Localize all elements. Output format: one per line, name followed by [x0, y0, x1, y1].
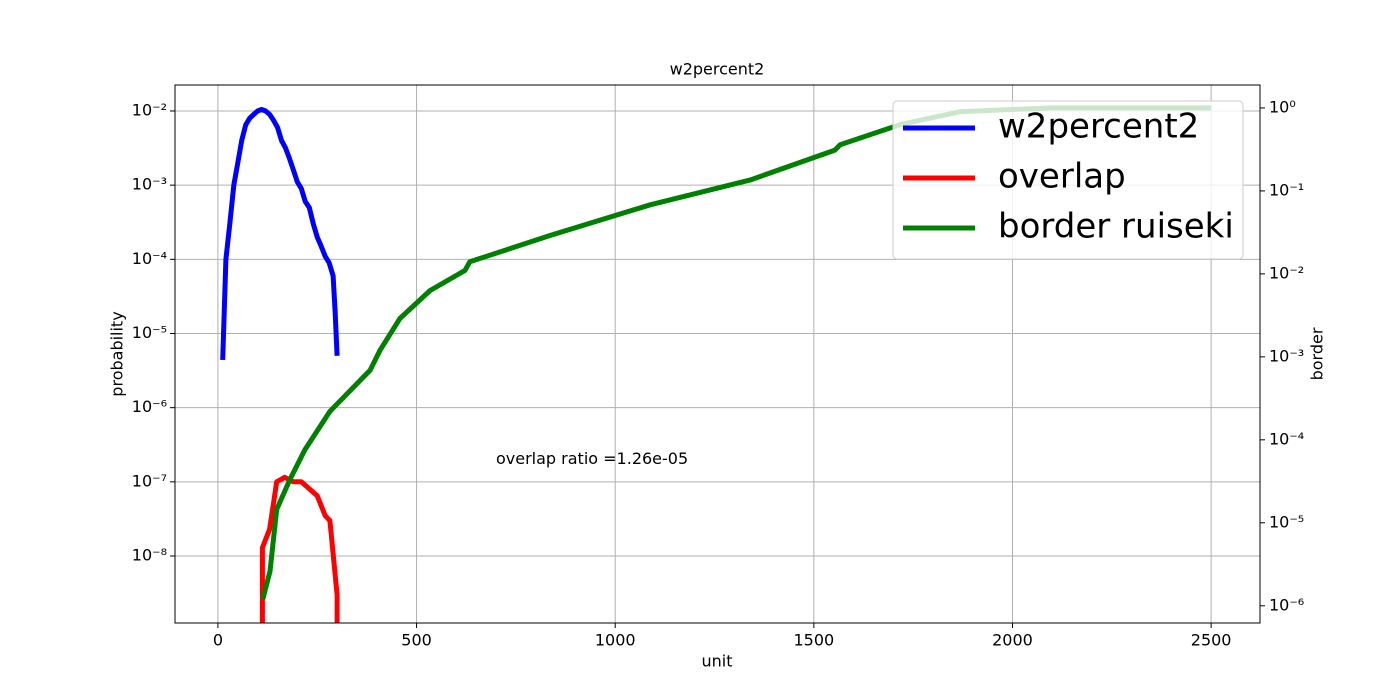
y-tick-label: 10⁻³	[132, 175, 167, 194]
x-tick-label: 500	[401, 631, 432, 650]
x-axis-label: unit	[702, 652, 733, 671]
y-tick-label: 10⁻⁵	[132, 323, 167, 342]
y-tick-label: 10⁻⁴	[132, 249, 167, 268]
y2-tick-label: 10⁻¹	[1269, 180, 1304, 199]
x-tick-label: 1500	[793, 631, 834, 650]
x-tick-label: 2500	[1191, 631, 1232, 650]
x-tick-label: 2000	[992, 631, 1033, 650]
plot-lines	[220, 105, 1212, 623]
chart-title: w2percent2	[670, 60, 765, 79]
legend-label: overlap	[998, 157, 1126, 197]
annotation: overlap ratio =1.26e-05	[496, 449, 688, 468]
series-line	[260, 105, 1212, 600]
legend-label: w2percent2	[998, 107, 1199, 147]
y-tick-label: 10⁻⁷	[132, 471, 167, 490]
y-axis-label: probability	[108, 311, 127, 396]
series-line	[259, 474, 340, 623]
y2-tick-label: 10⁻³	[1269, 346, 1304, 365]
y2-tick-label: 10⁰	[1269, 97, 1296, 116]
y2-tick-label: 10⁻²	[1269, 263, 1304, 282]
y-tick-label: 10⁻²	[132, 100, 167, 119]
y2-tick-label: 10⁻⁶	[1269, 595, 1304, 614]
y2-tick-label: 10⁻⁴	[1269, 429, 1304, 448]
series-line	[220, 106, 340, 360]
x-tick-label: 0	[213, 631, 223, 650]
legend-label: border ruiseki	[998, 207, 1234, 247]
y2-axis-label: border	[1308, 327, 1327, 380]
y-tick-label: 10⁻⁶	[132, 397, 167, 416]
plot-frame	[174, 84, 1261, 624]
x-tick-label: 1000	[595, 631, 636, 650]
y2-tick-label: 10⁻⁵	[1269, 512, 1304, 531]
y-tick-label: 10⁻⁸	[132, 546, 167, 565]
legend-box	[892, 100, 1244, 260]
